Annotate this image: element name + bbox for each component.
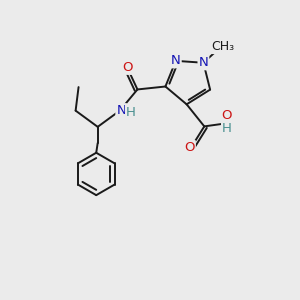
Text: H: H xyxy=(126,106,136,118)
Text: CH₃: CH₃ xyxy=(212,40,235,53)
Text: O: O xyxy=(222,109,232,122)
Text: O: O xyxy=(122,61,132,74)
Text: N: N xyxy=(116,104,126,117)
Text: N: N xyxy=(199,56,208,69)
Text: H: H xyxy=(222,122,232,135)
Text: O: O xyxy=(184,141,195,154)
Text: N: N xyxy=(171,54,181,67)
